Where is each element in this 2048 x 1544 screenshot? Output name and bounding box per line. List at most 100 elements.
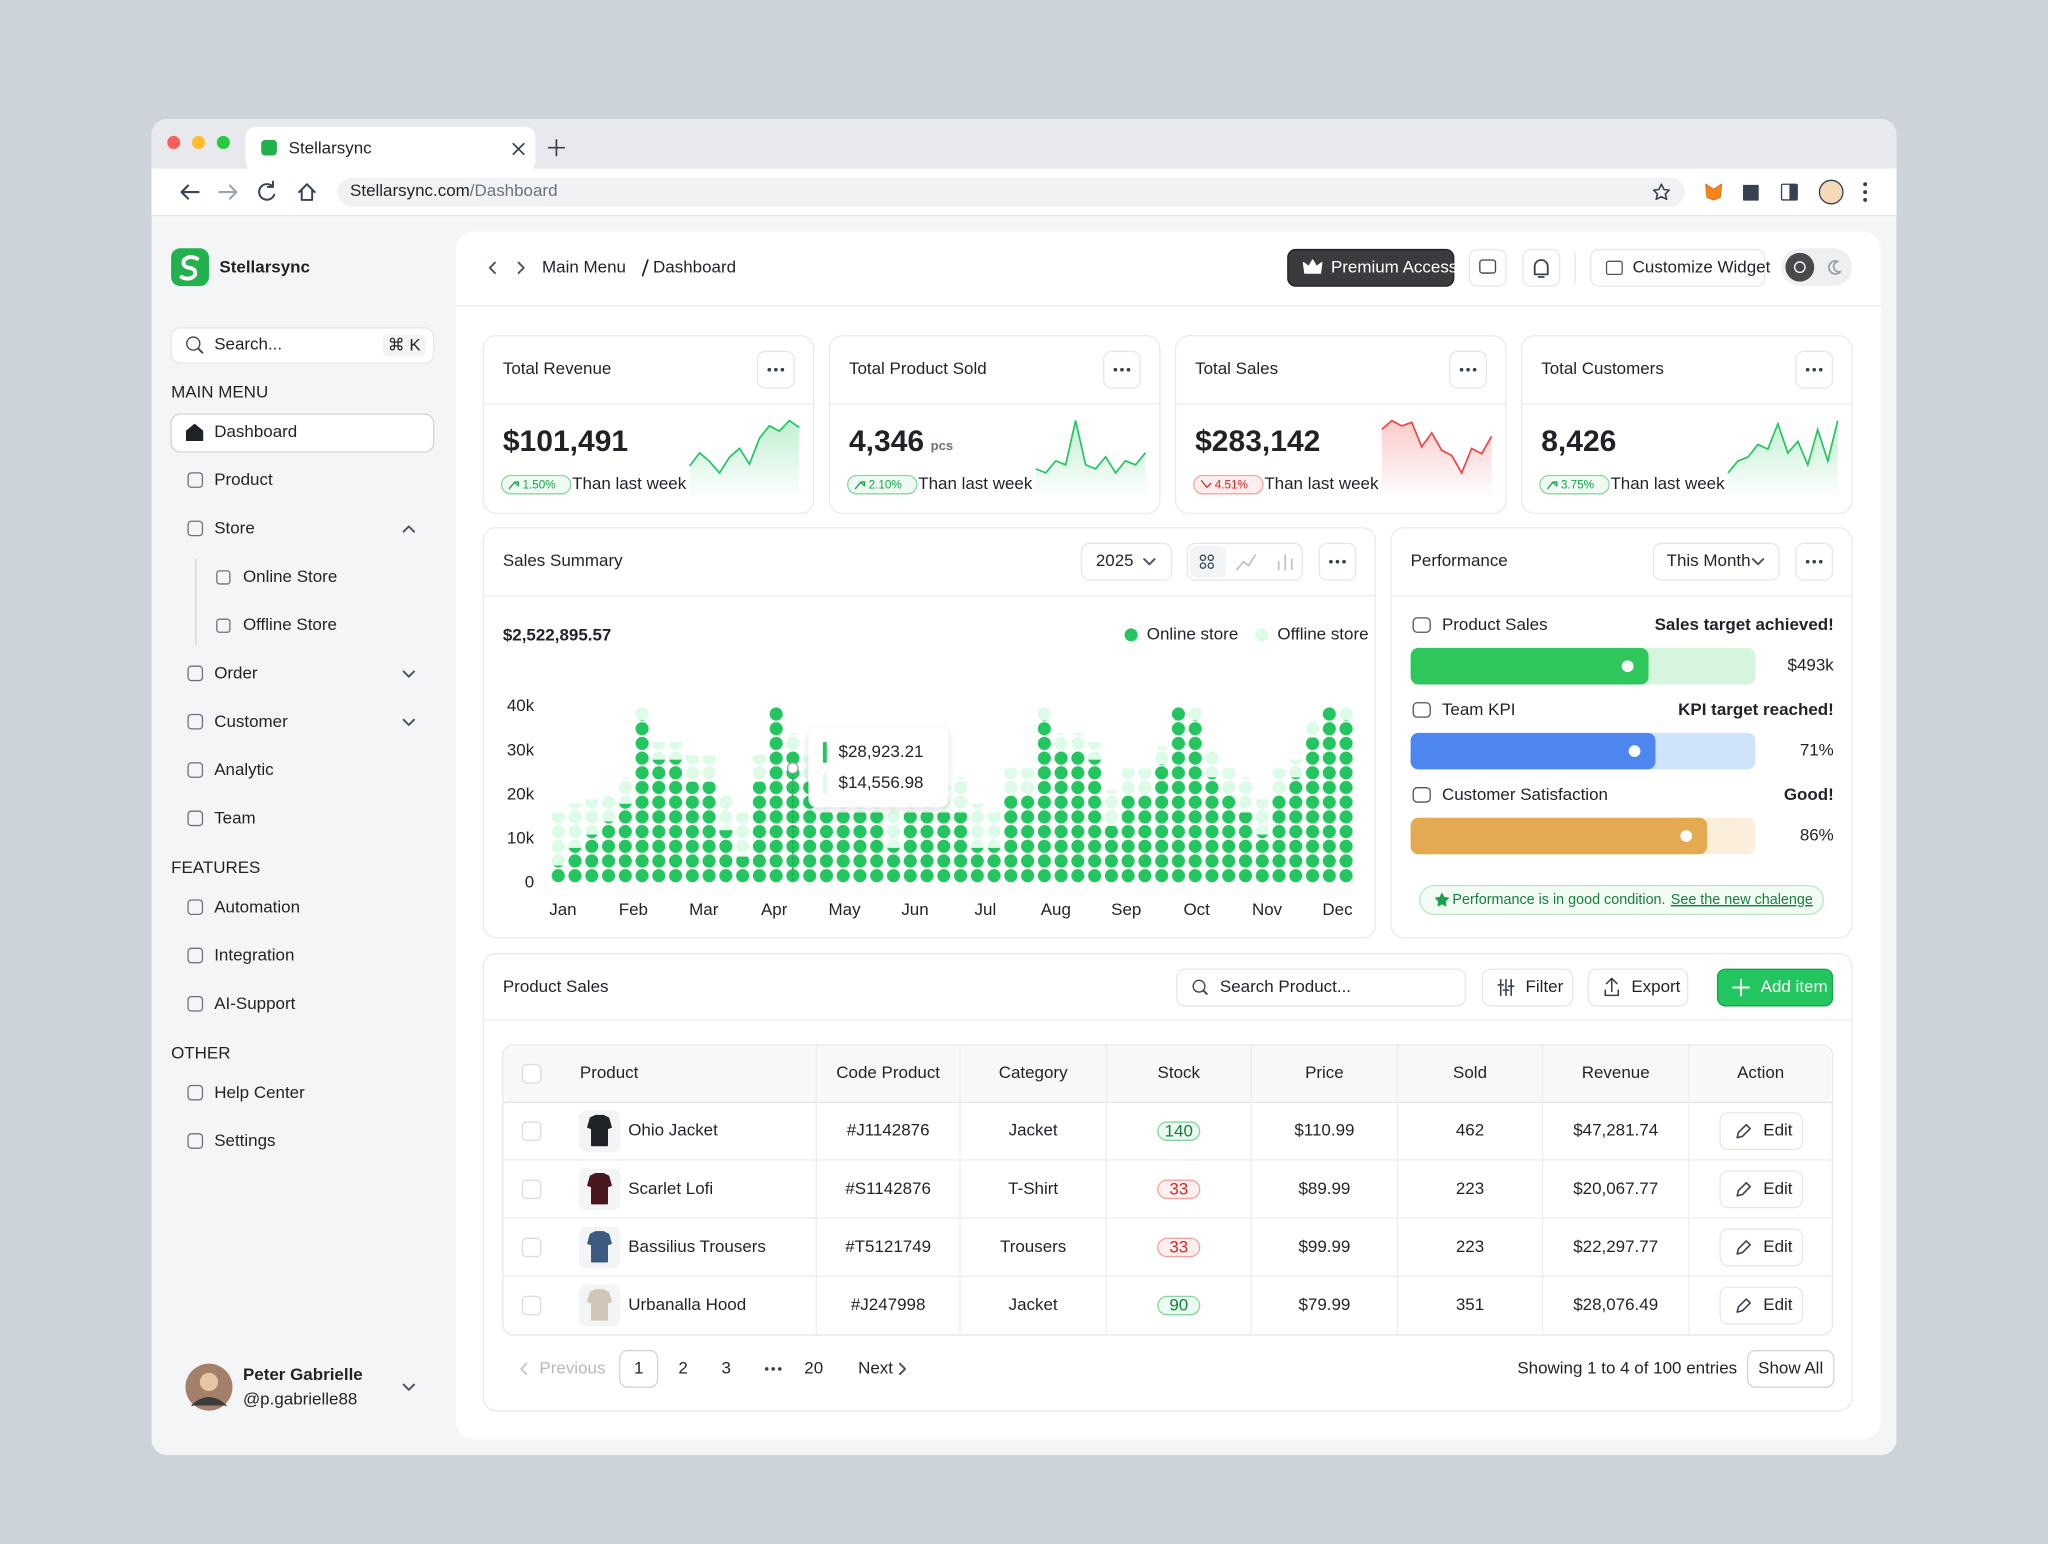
tab-close <box>512 142 525 156</box>
checkbox[interactable] <box>521 1063 542 1084</box>
product-category: Trousers <box>1000 1237 1066 1256</box>
plus-icon <box>1732 978 1750 997</box>
legend-swatch <box>1255 628 1269 642</box>
menu-item: Dashboard <box>214 422 297 441</box>
kpi-number: $283,142 <box>1195 425 1320 458</box>
sparkline-area <box>1035 420 1146 500</box>
checkbox[interactable] <box>521 1237 542 1258</box>
dot-column <box>901 812 919 884</box>
bell-button[interactable] <box>1522 248 1561 287</box>
change-value: 3.75% <box>1561 478 1595 491</box>
dot-column <box>667 759 684 884</box>
moon-icon <box>1828 259 1842 275</box>
customize-label: Customize Widget <box>1633 257 1771 276</box>
table-header-bg <box>504 1046 1832 1103</box>
dot-column <box>1253 799 1271 835</box>
edit-button[interactable] <box>1719 1228 1804 1267</box>
search-box[interactable] <box>170 327 435 364</box>
progress-knob <box>1621 660 1634 673</box>
metric-name: Team KPI <box>1442 700 1516 719</box>
premium-button[interactable] <box>1287 248 1455 287</box>
url-bar[interactable] <box>336 177 1685 207</box>
search-icon <box>186 336 201 351</box>
stock-pill <box>1157 1179 1201 1200</box>
more-dot <box>1472 367 1477 372</box>
menu-item: AI-Support <box>214 994 295 1013</box>
checkbox[interactable] <box>521 1179 542 1200</box>
dot-column <box>1220 794 1238 884</box>
export-button[interactable] <box>1587 968 1689 1007</box>
dot-column <box>1337 706 1355 720</box>
chevron-icon <box>402 525 416 533</box>
x-tick-label: Oct <box>1183 900 1210 919</box>
forward-icon <box>218 184 238 200</box>
add-button[interactable] <box>1716 968 1834 1007</box>
checkbox[interactable] <box>521 1121 542 1141</box>
menu-item-active[interactable] <box>170 413 435 453</box>
product-stock: 33 <box>1169 1179 1188 1198</box>
menu-dot <box>1863 197 1868 202</box>
dot-column <box>1119 768 1137 795</box>
metric-status: KPI target reached! <box>1678 700 1834 719</box>
chat-button[interactable] <box>1468 248 1507 287</box>
x-tick-label: Dec <box>1322 900 1353 919</box>
kpi-value: $283,142 <box>1195 425 1320 458</box>
pencil-icon <box>1736 1181 1751 1197</box>
menu-icon <box>187 762 204 778</box>
change-arrow <box>1200 480 1212 488</box>
edit-button[interactable] <box>1719 1170 1804 1209</box>
card-title: Performance <box>1411 551 1508 570</box>
progress-bar <box>1410 817 1708 855</box>
more-dot <box>1466 367 1470 372</box>
kpi-title: Total Sales <box>1195 359 1278 378</box>
product-code: #J1142876 <box>847 1121 930 1140</box>
metric-icon <box>1412 617 1431 633</box>
tab[interactable] <box>245 126 536 172</box>
sidepanel-fill <box>1789 184 1798 200</box>
filter-button[interactable] <box>1481 968 1574 1007</box>
kpi-note: Than last week <box>572 474 687 493</box>
menu-item: Product <box>214 470 273 489</box>
dot-column <box>1186 719 1204 884</box>
pagination-previous: Previous <box>539 1358 605 1377</box>
edit-button[interactable] <box>1719 1112 1804 1151</box>
dot-column <box>1186 706 1204 720</box>
edit-button[interactable] <box>1719 1286 1804 1325</box>
chevron-icon <box>520 1362 528 1376</box>
checkbox[interactable] <box>521 1295 542 1316</box>
pencil-icon <box>1736 1240 1751 1255</box>
customize-button[interactable] <box>1590 248 1766 287</box>
note-link[interactable]: See the new chalenge <box>1671 892 1813 908</box>
dot-column <box>549 865 567 884</box>
page-button-active[interactable] <box>619 1349 659 1388</box>
product-garment <box>587 1231 612 1263</box>
dot-column <box>583 834 601 884</box>
more-dot <box>1120 367 1124 372</box>
product-search[interactable] <box>1176 968 1467 1007</box>
dot-column <box>583 799 601 835</box>
product-code: #J247998 <box>851 1295 926 1314</box>
dot-column <box>1203 777 1221 884</box>
menu-item: Integration <box>214 946 294 965</box>
export-icon <box>1604 977 1620 997</box>
chevron-icon <box>402 718 416 726</box>
theme-light <box>1785 252 1815 282</box>
show-all-button[interactable] <box>1746 1349 1835 1388</box>
breadcrumb-separator <box>641 259 649 277</box>
period-dropdown[interactable] <box>1652 542 1780 581</box>
chevron-icon <box>402 1383 416 1391</box>
more-dot <box>1113 367 1118 372</box>
export-label: Export <box>1631 977 1680 996</box>
min-light <box>192 135 206 149</box>
chevron-icon <box>1751 558 1765 566</box>
metric-value: 71% <box>1800 741 1834 760</box>
dot-column <box>1103 825 1120 884</box>
dot-column <box>717 830 735 884</box>
note-text: Performance is in good condition. See the… <box>1452 892 1812 908</box>
kpi-value: 4,346 pcs <box>849 425 953 458</box>
product-price: $99.99 <box>1298 1237 1350 1256</box>
search-handle <box>1202 989 1208 995</box>
year-dropdown[interactable] <box>1080 542 1173 581</box>
y-tick-label: 40k <box>507 696 535 715</box>
